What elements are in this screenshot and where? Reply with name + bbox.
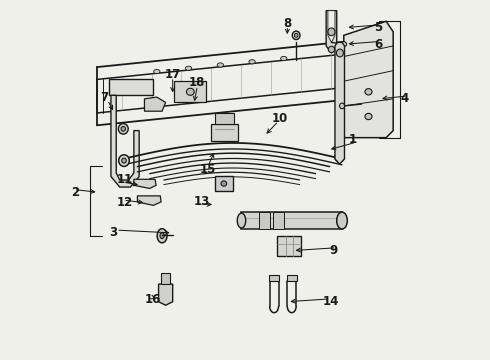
Ellipse shape [336,49,343,57]
Ellipse shape [185,66,192,71]
Polygon shape [344,21,393,138]
Ellipse shape [341,42,346,47]
Text: 5: 5 [374,21,382,34]
Polygon shape [109,80,153,95]
Text: 18: 18 [189,76,206,90]
Ellipse shape [121,127,125,131]
Polygon shape [145,97,166,111]
Bar [259,212,270,229]
Ellipse shape [365,89,372,95]
Bar [287,275,297,280]
Ellipse shape [328,28,335,36]
Bar [273,212,284,229]
Ellipse shape [281,57,287,60]
Text: 4: 4 [400,93,409,105]
Polygon shape [326,11,337,53]
Ellipse shape [154,69,160,74]
Text: 1: 1 [349,133,357,146]
Ellipse shape [340,103,344,109]
Text: 9: 9 [330,244,338,257]
Text: 2: 2 [71,186,79,199]
Ellipse shape [338,155,342,159]
Ellipse shape [237,213,245,228]
Ellipse shape [365,113,372,120]
Text: 12: 12 [116,197,132,210]
Ellipse shape [335,152,344,162]
Text: 3: 3 [109,226,117,239]
Polygon shape [137,196,161,206]
Polygon shape [335,42,344,164]
Polygon shape [328,11,335,42]
Polygon shape [212,123,238,141]
Polygon shape [134,179,156,189]
Text: 7: 7 [100,91,108,104]
Polygon shape [111,95,139,187]
Bar [161,274,170,284]
Ellipse shape [249,60,255,64]
Ellipse shape [217,63,223,67]
Polygon shape [277,237,301,256]
Polygon shape [174,81,206,102]
Ellipse shape [221,181,227,186]
Ellipse shape [186,88,194,95]
Text: 17: 17 [165,68,181,81]
Ellipse shape [122,158,126,163]
Ellipse shape [292,31,300,40]
Text: 8: 8 [283,17,292,30]
Ellipse shape [157,229,167,243]
Text: 6: 6 [374,38,382,51]
Ellipse shape [160,233,164,239]
Text: 11: 11 [116,173,132,186]
Ellipse shape [337,212,347,229]
Text: 15: 15 [200,163,216,176]
Bar [269,275,279,280]
Polygon shape [215,113,234,123]
Bar [242,212,342,229]
Ellipse shape [328,46,335,53]
Polygon shape [159,284,172,305]
Text: 10: 10 [271,112,288,125]
Text: 16: 16 [145,293,161,306]
Ellipse shape [119,123,128,134]
Polygon shape [215,176,233,190]
Ellipse shape [119,155,129,166]
Text: 13: 13 [194,195,210,208]
Text: 14: 14 [322,295,339,308]
Ellipse shape [294,33,298,37]
